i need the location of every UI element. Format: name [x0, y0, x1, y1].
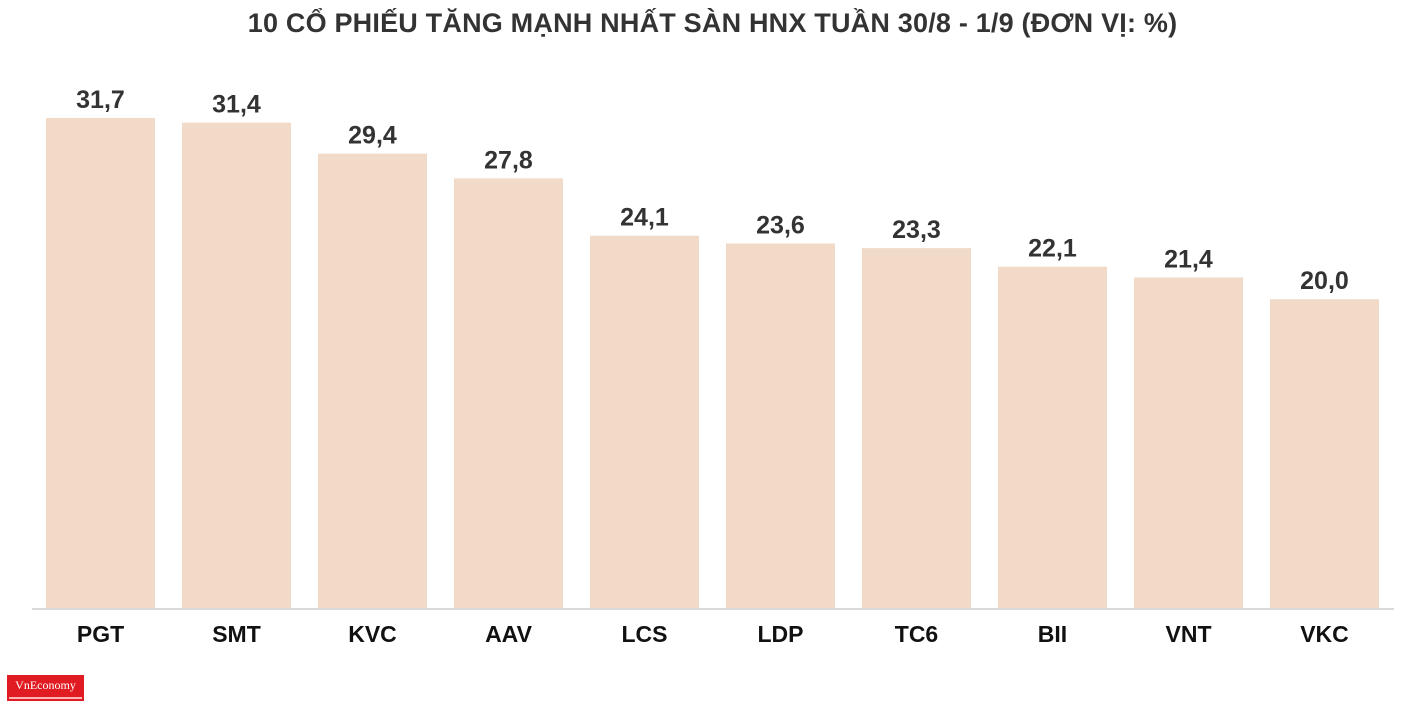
bar-lcs	[590, 235, 699, 609]
value-label-ldp: 23,6	[756, 211, 805, 239]
value-label-vkc: 20,0	[1300, 267, 1349, 295]
value-label-kvc: 29,4	[348, 122, 397, 150]
bar-aav	[454, 178, 563, 610]
category-label-vnt: VNT	[1166, 621, 1212, 647]
value-label-pgt: 31,7	[76, 86, 125, 114]
vneconomy-logo: VnEconomy	[7, 675, 84, 701]
category-label-smt: SMT	[212, 621, 261, 647]
value-label-smt: 31,4	[212, 91, 261, 119]
chart-title: 10 CỔ PHIẾU TĂNG MẠNH NHẤT SÀN HNX TUẦN …	[247, 8, 1178, 38]
bar-tc6	[862, 248, 971, 610]
bar-chart: 31,7 31,4 29,4 27,8 24,1 23,6 23,3 22,1 21,4 20,0…	[32, 86, 1394, 647]
bar-ldp	[726, 243, 835, 609]
value-label-bii: 22,1	[1028, 235, 1077, 263]
value-label-tc6: 23,3	[892, 216, 941, 244]
value-label-lcs: 24,1	[620, 204, 669, 232]
bar-pgt	[46, 118, 155, 609]
bar-smt	[182, 122, 291, 609]
category-label-lcs: LCS	[622, 621, 668, 647]
bar-kvc	[318, 153, 427, 609]
category-label-vkc: VKC	[1300, 621, 1349, 647]
value-label-vnt: 21,4	[1164, 246, 1213, 274]
category-label-ldp: LDP	[758, 621, 804, 647]
bar-bii	[998, 266, 1107, 609]
value-labels-layer: 31,7 31,4 29,4 27,8 24,1 23,6 23,3 22,1 21,4 20,0	[76, 86, 1349, 295]
category-label-pgt: PGT	[77, 621, 124, 647]
category-label-aav: AAV	[485, 621, 533, 647]
logo-tagline-strip	[9, 697, 82, 699]
category-label-kvc: KVC	[348, 621, 397, 647]
bar-vnt	[1134, 277, 1243, 609]
category-label-bii: BII	[1038, 621, 1067, 647]
category-labels-layer: PGT SMT KVC AAV LCS LDP TC6 BII VNT VKC	[77, 621, 1349, 647]
logo-text: VnEconomy	[15, 678, 76, 692]
value-label-aav: 27,8	[484, 146, 533, 174]
category-label-tc6: TC6	[895, 621, 938, 647]
bar-vkc	[1270, 299, 1379, 609]
bars-layer	[46, 118, 1379, 610]
